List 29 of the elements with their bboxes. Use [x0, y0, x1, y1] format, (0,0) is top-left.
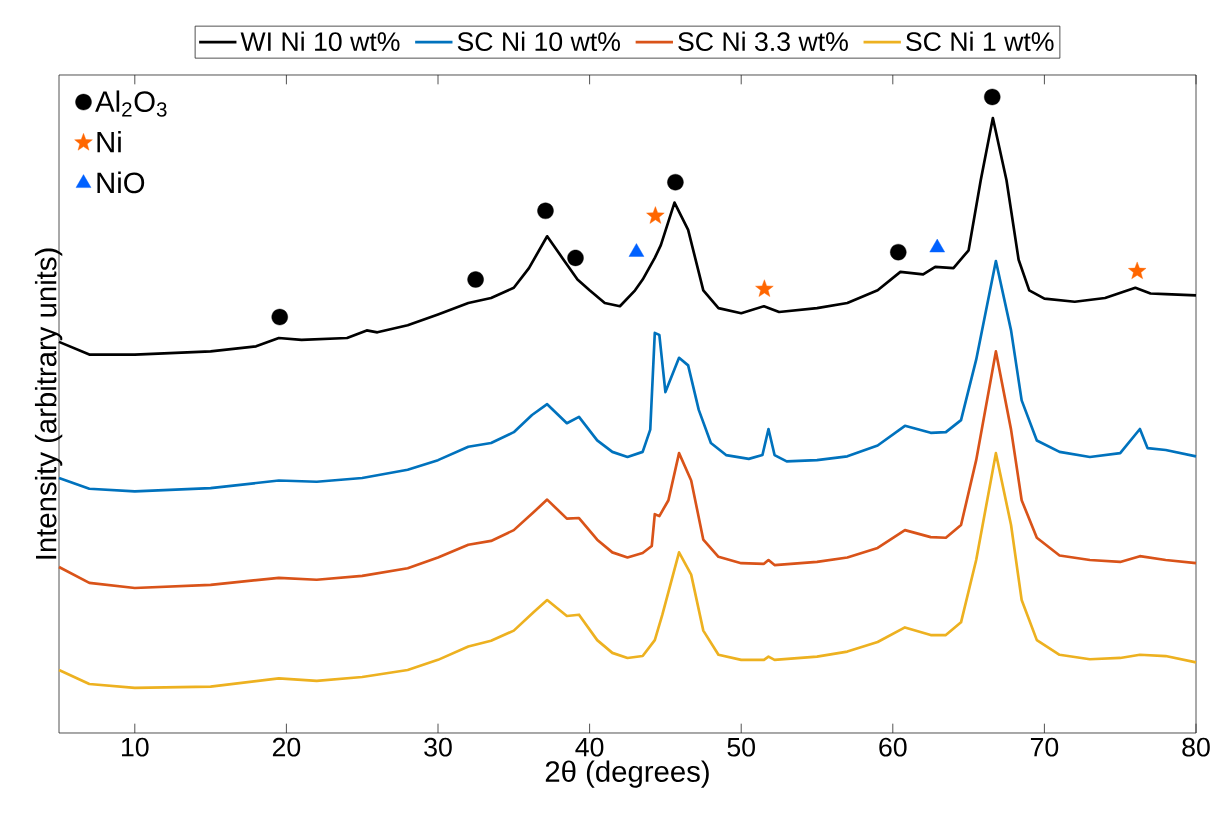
- x-tick-label: 60: [879, 737, 907, 757]
- legend-label: SC Ni 10 wt%: [457, 31, 620, 52]
- point: [646, 206, 665, 224]
- point: [467, 271, 484, 288]
- point: [567, 249, 584, 267]
- point: [929, 238, 945, 253]
- point: [271, 308, 288, 326]
- x-tick-label: 40: [575, 737, 604, 757]
- legend-label: Ni: [97, 131, 121, 153]
- x-axis-title: 2θ (degrees): [545, 760, 709, 788]
- legend-label: SC Ni 3.3 wt%: [678, 31, 848, 52]
- x-tick-label: 20: [272, 737, 301, 757]
- point: [537, 202, 554, 220]
- x-tick-label: 10: [122, 737, 149, 757]
- x-tick-label: 30: [424, 737, 452, 757]
- legend-label: Al$_{2}$O$_{3}$: [95, 90, 167, 117]
- x-tick-label: 80: [1182, 737, 1210, 757]
- legend-label: NiO: [97, 171, 145, 194]
- point: [628, 243, 645, 257]
- point: [984, 88, 1001, 106]
- point: [1128, 261, 1147, 279]
- x-tick-label: 70: [1030, 737, 1059, 757]
- point: [890, 243, 907, 261]
- legend-label: SC Ni 1 wt%: [906, 31, 1054, 52]
- y-axis-title: Intensity (arbitrary units): [34, 248, 63, 559]
- point: [667, 174, 684, 191]
- legend-label: WI Ni 10 wt%: [240, 31, 400, 52]
- x-tick-label: 50: [727, 737, 755, 757]
- point: [755, 279, 774, 297]
